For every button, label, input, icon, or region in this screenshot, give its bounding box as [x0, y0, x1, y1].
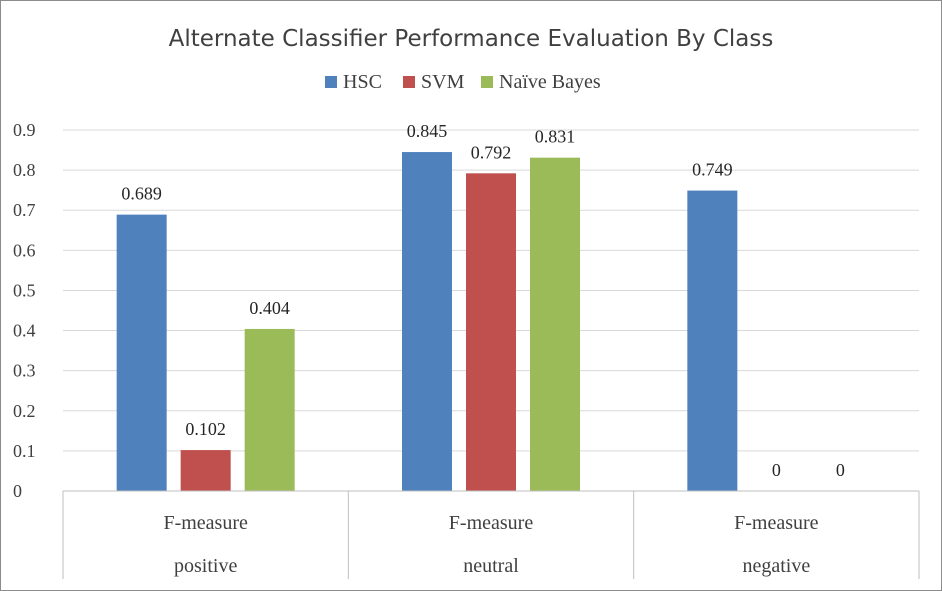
y-tick-label: 0.7: [13, 200, 36, 220]
data-label: 0.792: [471, 142, 512, 162]
bar-hsc-positive: [116, 214, 167, 491]
bar-hsc-neutral: [402, 152, 452, 492]
bar-svm-neutral: [466, 173, 516, 491]
y-tick-label: 0: [13, 481, 22, 501]
data-label: 0.102: [185, 419, 226, 439]
x-axis: F-measure positive F-measure neutral F-measu…: [62, 490, 920, 579]
bar-na-ve-bayes-positive: [244, 328, 295, 491]
legend-swatch: [481, 76, 493, 88]
y-axis-ticks: 0 0.1 0.2 0.3 0.4 0.5 0.6 0.7 0.8 0.9: [13, 120, 36, 501]
y-tick-label: 0.5: [13, 280, 36, 300]
data-label: 0.831: [535, 127, 576, 147]
category-label-line1: F-measure: [734, 512, 819, 534]
category-label-line2: positive: [174, 555, 237, 577]
chart-title: Alternate Classifier Performance Evaluat…: [169, 26, 774, 52]
category-label-line2: neutral: [463, 555, 519, 577]
y-tick-label: 0.1: [13, 441, 36, 461]
legend-label: HSC: [343, 71, 382, 93]
y-tick-label: 0.3: [13, 361, 36, 381]
category-label-line1: F-measure: [449, 512, 534, 534]
data-label: 0.845: [407, 121, 448, 141]
category-label-line2: negative: [742, 555, 810, 577]
bar-svm-positive: [180, 450, 231, 491]
data-label: 0.689: [121, 184, 162, 204]
data-label: 0.404: [249, 298, 290, 318]
data-label: 0: [772, 460, 781, 480]
bars: [116, 152, 738, 492]
y-tick-label: 0.9: [13, 120, 36, 140]
data-labels: 0.689 0.102 0.404 0.845 0.792 0.831 0.749 0 0: [121, 121, 844, 480]
y-tick-label: 0.8: [13, 160, 36, 180]
legend-label: SVM: [421, 71, 465, 93]
legend-swatch: [325, 76, 337, 88]
y-tick-label: 0.6: [13, 240, 36, 260]
bar-hsc-negative: [687, 190, 738, 491]
bar-na-ve-bayes-neutral: [530, 157, 580, 491]
data-label: 0: [836, 460, 845, 480]
legend: HSC SVM Naïve Bayes: [325, 71, 601, 93]
legend-swatch: [403, 76, 415, 88]
y-tick-label: 0.4: [13, 321, 36, 341]
y-tick-label: 0.2: [13, 401, 36, 421]
legend-label: Naïve Bayes: [499, 71, 601, 93]
data-label: 0.749: [692, 160, 733, 180]
category-label-line1: F-measure: [163, 512, 248, 534]
